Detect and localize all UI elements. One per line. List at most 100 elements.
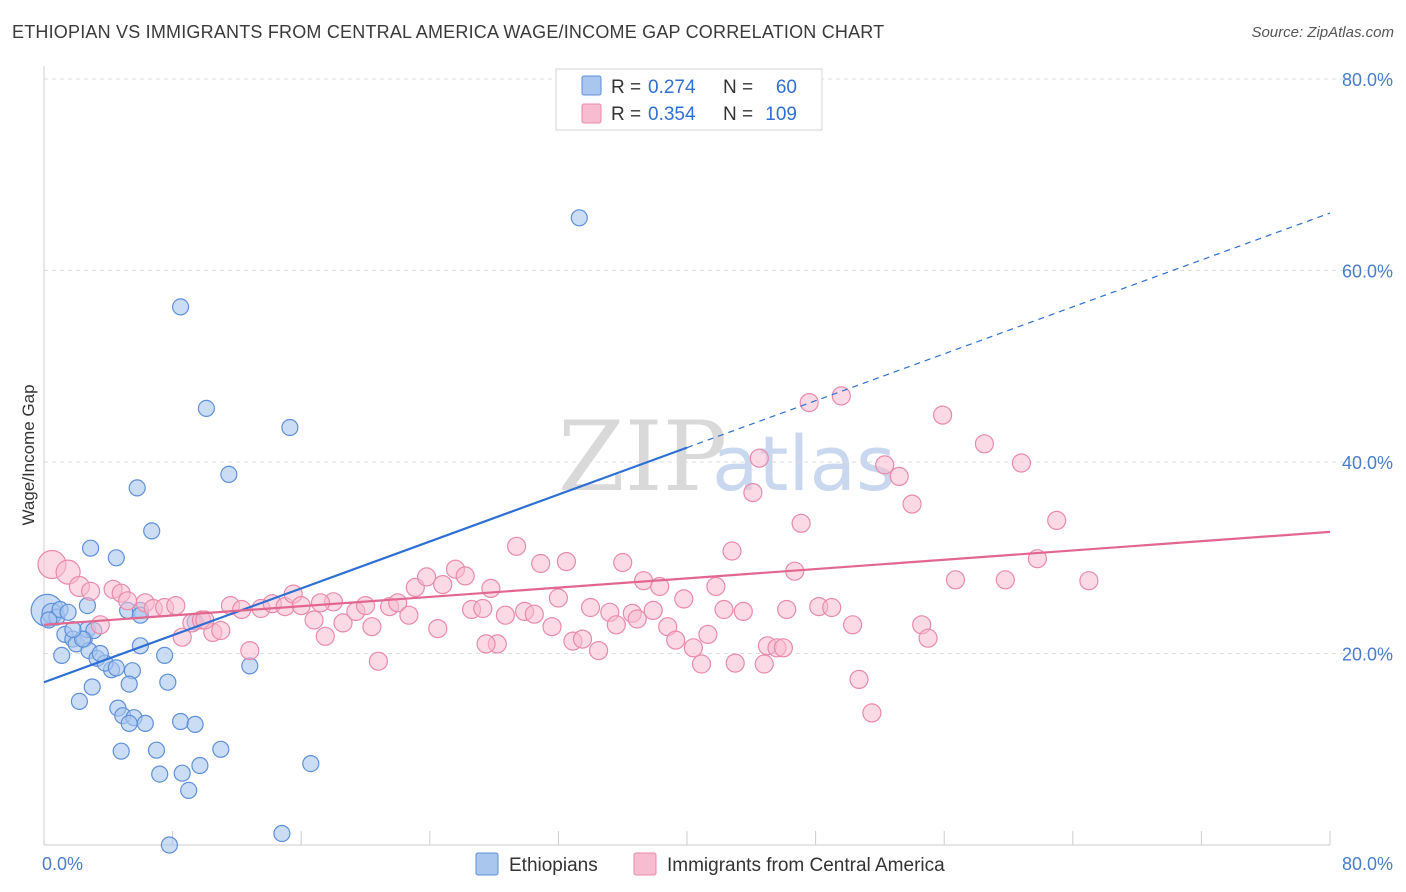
y-tick-labels: 20.0% 40.0% 60.0% 80.0%: [1342, 70, 1393, 665]
central-america-point-76: [749, 448, 769, 468]
central-america-point-68: [683, 638, 704, 658]
central-america-point-41: [455, 566, 475, 586]
central-america-point-7: [117, 591, 138, 611]
ethiopians-point-52: [570, 209, 588, 227]
central-america-point-28: [333, 613, 353, 633]
ethiopians-point-50: [273, 824, 291, 843]
central-america-point-102: [725, 653, 745, 673]
source-credit: Source: ZipAtlas.com: [1251, 24, 1394, 41]
central-america-point-104: [754, 654, 774, 674]
legend-swatch-blue: [581, 75, 602, 96]
central-america-point-25: [304, 610, 324, 630]
central-america-point-82: [799, 393, 819, 413]
central-america-point-93: [918, 628, 938, 648]
central-america-point-60: [613, 552, 633, 573]
ethiopians-trend-line: [43, 446, 688, 684]
legend-n-label-2: N =: [723, 104, 753, 125]
ethiopians-point-48: [281, 418, 299, 437]
y-tick-label-2: 60.0%: [1342, 262, 1393, 282]
central-america-point-19: [240, 640, 260, 661]
y-tick-label-0: 20.0%: [1342, 645, 1393, 665]
ethiopians-point-45: [172, 298, 190, 316]
ethiopians-point-10: [53, 646, 71, 665]
series-legend: Ethiopians Immigrants from Central Ameri…: [475, 852, 945, 876]
central-america-point-73: [722, 541, 742, 561]
central-america-point-63: [643, 600, 663, 621]
central-america-point-50: [531, 553, 551, 574]
central-america-point-3: [80, 581, 101, 601]
watermark: ZIP atlas: [558, 401, 896, 513]
central-america-point-55: [572, 629, 593, 649]
series-legend-label-central-america: Immigrants from Central America: [667, 855, 945, 876]
legend-r-value-1: 0.274: [648, 77, 696, 98]
ethiopians-point-39: [156, 646, 174, 665]
central-america-point-38: [428, 618, 448, 639]
ethiopians-point-29: [112, 742, 130, 760]
central-america-point-79: [777, 599, 797, 620]
central-america-point-85: [831, 386, 851, 406]
ethiopians-point-33: [186, 715, 204, 734]
ethiopians-point-44: [143, 522, 161, 540]
central-america-point-94: [932, 405, 953, 425]
ethiopians-point-32: [172, 712, 190, 731]
trend-lines: [43, 212, 1331, 684]
series-legend-swatch-pink: [633, 852, 657, 876]
central-america-point-11: [166, 595, 186, 616]
central-america-point-81: [791, 513, 811, 533]
ethiopians-point-37: [212, 740, 230, 758]
central-america-point-86: [842, 615, 863, 635]
central-america-point-103: [773, 638, 794, 658]
central-america-point-39: [433, 574, 453, 595]
central-america-point-70: [698, 624, 718, 645]
legend-r-label-2: R =: [611, 104, 641, 125]
central-america-point-106: [310, 593, 331, 613]
ethiopians-point-47: [220, 465, 238, 483]
y-tick-label-3: 80.0%: [1342, 70, 1393, 90]
central-america-point-75: [743, 483, 763, 503]
ethiopians-point-55: [107, 659, 125, 677]
central-america-point-16: [211, 620, 231, 641]
ethiopians-point-40: [131, 637, 149, 655]
ethiopians-point-27: [120, 714, 138, 733]
central-america-point-56: [580, 597, 601, 618]
central-america-point-52: [548, 588, 569, 608]
x-tick-label-0: 0.0%: [42, 854, 83, 874]
central-america-point-97: [995, 570, 1015, 590]
central-america-point-108: [627, 609, 647, 629]
central-america-point-31: [362, 617, 382, 637]
grid-lines: [44, 78, 1392, 654]
axes: [43, 66, 1331, 846]
central-america-trend-line: [43, 530, 1331, 626]
ethiopians-point-21: [120, 675, 138, 693]
ethiopians-point-42: [241, 657, 259, 675]
central-america-point-98: [1011, 453, 1032, 473]
y-axis-label: Wage/Income Gap: [19, 384, 38, 525]
central-america-point-74: [733, 601, 753, 622]
ethiopians-point-43: [128, 479, 146, 497]
legend-r-value-2: 0.354: [648, 104, 696, 125]
legend-n-value-1: 60: [776, 77, 797, 98]
central-america-point-64: [650, 576, 670, 597]
legend-n-value-2: 109: [765, 104, 797, 125]
central-america-point-35: [399, 605, 419, 625]
central-america-point-84: [822, 597, 842, 618]
ethiopians-point-16: [107, 549, 125, 567]
watermark-atlas: atlas: [712, 419, 896, 508]
central-america-point-100: [1047, 510, 1067, 531]
central-america-point-59: [606, 615, 626, 635]
ethiopians-trend-extension: [686, 212, 1331, 449]
central-america-point-26: [315, 626, 335, 646]
ethiopians-point-28: [136, 714, 154, 733]
ethiopians-point-35: [173, 764, 191, 782]
legend-n-label-1: N =: [723, 77, 753, 98]
central-america-point-43: [473, 598, 493, 619]
central-america-point-89: [875, 455, 895, 475]
central-america-point-57: [588, 640, 609, 661]
central-america-point-44: [481, 578, 501, 599]
series-legend-swatch-blue: [475, 852, 499, 876]
ethiopians-point-46: [197, 399, 215, 417]
chart-title: ETHIOPIAN VS IMMIGRANTS FROM CENTRAL AME…: [12, 22, 885, 42]
ethiopians-point-30: [147, 741, 166, 759]
central-america-point-47: [506, 536, 527, 556]
